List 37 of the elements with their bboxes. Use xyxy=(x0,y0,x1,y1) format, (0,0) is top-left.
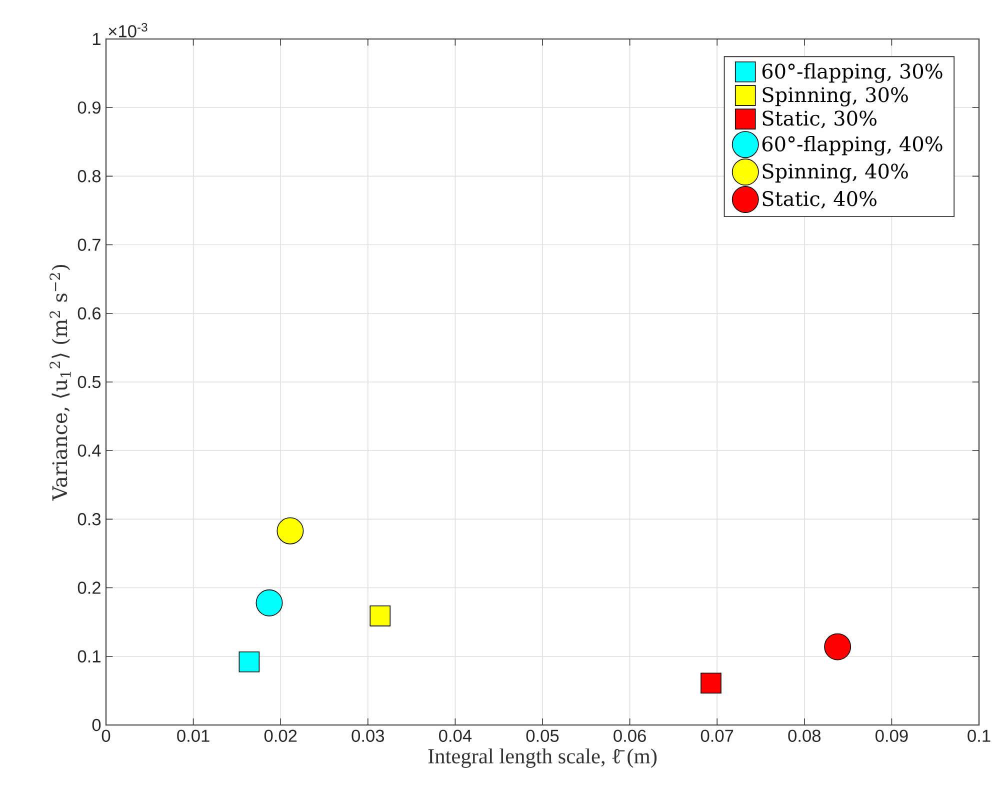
x-axis-title: Integral length scale, ℓ̄ (m) xyxy=(428,748,657,768)
x-tick-label: 0.07 xyxy=(700,730,734,742)
legend-label: 60°-flapping, 30% xyxy=(762,63,942,83)
legend-label: Spinning, 40% xyxy=(762,164,908,183)
y-tick-label: 0.5 xyxy=(78,376,101,388)
x-tick-label: 0.04 xyxy=(439,730,472,742)
x-tick-label: 0 xyxy=(102,730,110,742)
legend-label: 60°-flapping, 40% xyxy=(762,136,942,156)
x-tick-label: 0.09 xyxy=(876,730,908,742)
y-tick-label: 1 xyxy=(92,33,100,45)
y-tick-label: 0.9 xyxy=(78,101,100,114)
y-tick-label: 0.4 xyxy=(78,444,101,457)
text: ×10$^{-3}$ xyxy=(108,22,148,38)
point xyxy=(238,651,260,672)
y-tick-label: 0.6 xyxy=(78,307,101,320)
legend-label: Static, 30% xyxy=(762,110,876,128)
point xyxy=(700,672,722,694)
y-tick-label: 0.3 xyxy=(78,513,101,526)
x-tick-label: 0.06 xyxy=(614,730,646,742)
point xyxy=(256,589,283,616)
x-tick-label: 0.01 xyxy=(177,730,210,742)
y-tick-label: 0.1 xyxy=(78,650,100,663)
point xyxy=(824,633,852,660)
x-tick-label: 0.1 xyxy=(968,730,990,742)
x-tick-label: 0.02 xyxy=(264,730,297,742)
point xyxy=(276,517,304,544)
x-tick-label: 0.05 xyxy=(526,730,559,742)
y-tick-label: 0 xyxy=(92,718,101,732)
legend-label: Static, 40% xyxy=(762,191,876,209)
y-tick-label: 0.7 xyxy=(78,238,100,251)
x-tick-label: 0.08 xyxy=(788,730,821,742)
y-tick-label: 0.2 xyxy=(78,582,100,594)
y-tick-label: 0.8 xyxy=(78,170,101,182)
x-tick-label: 0.03 xyxy=(352,730,384,742)
point xyxy=(370,606,391,626)
legend-label: Spinning, 30% xyxy=(762,87,908,106)
y-axis-title: Variance, ⟨u$_{1}$$^{2}$⟩ (m$^{2}$ s$^{−2}$) xyxy=(50,265,71,501)
